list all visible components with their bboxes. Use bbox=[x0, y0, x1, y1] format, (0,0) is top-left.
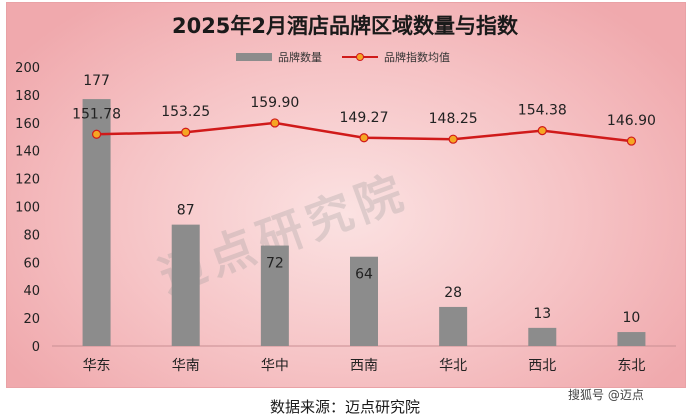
line-point bbox=[359, 133, 369, 143]
bar bbox=[617, 332, 646, 346]
y-tick-label: 120 bbox=[15, 173, 40, 188]
brand-watermark: 搜狐号 @迈点 bbox=[568, 388, 644, 402]
line-point bbox=[626, 136, 637, 146]
bar-value-label: 64 bbox=[355, 267, 373, 283]
y-tick-label: 60 bbox=[23, 256, 40, 271]
bar bbox=[350, 256, 378, 346]
bar-value-label: 177 bbox=[83, 73, 110, 89]
bar-value-label: 87 bbox=[177, 203, 195, 219]
chart-title: 2025年2月酒店品牌区域数量与指数 bbox=[171, 14, 519, 38]
x-tick-label: 东北 bbox=[617, 358, 645, 374]
line-value-label: 149.27 bbox=[340, 110, 389, 126]
bar bbox=[260, 245, 289, 346]
y-tick-label: 80 bbox=[23, 228, 40, 243]
line-point bbox=[537, 126, 547, 136]
x-tick-label: 华东 bbox=[83, 358, 111, 374]
legend-bar-label: 品牌数量 bbox=[278, 51, 322, 64]
bar bbox=[528, 327, 557, 346]
y-tick-label: 160 bbox=[15, 117, 40, 132]
line-value-label: 148.25 bbox=[429, 111, 478, 127]
line-value-label: 151.78 bbox=[72, 106, 121, 122]
bar-value-label: 28 bbox=[444, 285, 462, 301]
x-tick-label: 西南 bbox=[350, 358, 378, 374]
x-tick-label: 华北 bbox=[439, 358, 467, 374]
bar bbox=[439, 306, 468, 346]
bar-value-label: 10 bbox=[623, 310, 641, 326]
y-tick-label: 0 bbox=[32, 340, 40, 355]
line-point bbox=[91, 129, 102, 139]
y-tick-label: 200 bbox=[15, 61, 40, 76]
source-note: 数据来源：迈点研究院 bbox=[269, 398, 420, 416]
bar-value-label: 13 bbox=[533, 306, 551, 322]
y-tick-label: 180 bbox=[15, 89, 40, 104]
bar bbox=[171, 224, 200, 346]
line-point bbox=[181, 127, 191, 137]
bar-value-label: 72 bbox=[266, 256, 284, 272]
line-point bbox=[448, 134, 458, 144]
y-tick-label: 20 bbox=[23, 312, 40, 327]
legend-item-bar: 品牌数量 bbox=[236, 49, 322, 65]
legend-bar-swatch bbox=[236, 53, 272, 61]
line-value-label: 146.90 bbox=[607, 113, 656, 129]
line-value-label: 153.25 bbox=[161, 104, 210, 120]
x-tick-label: 华南 bbox=[172, 358, 200, 374]
line-value-label: 154.38 bbox=[518, 103, 567, 119]
y-tick-label: 100 bbox=[15, 201, 40, 216]
bar bbox=[82, 99, 111, 347]
x-tick-label: 华中 bbox=[261, 358, 289, 374]
x-tick-label: 西北 bbox=[528, 358, 556, 374]
line-value-label: 159.90 bbox=[250, 95, 299, 111]
legend-line-label: 品牌指数均值 bbox=[384, 51, 450, 64]
chart-panel bbox=[6, 2, 686, 388]
y-tick-label: 140 bbox=[15, 145, 40, 160]
line-point bbox=[270, 118, 280, 128]
y-tick-label: 40 bbox=[23, 284, 40, 299]
legend-line-swatch bbox=[342, 53, 378, 61]
legend-item-line: 品牌指数均值 bbox=[342, 49, 450, 65]
